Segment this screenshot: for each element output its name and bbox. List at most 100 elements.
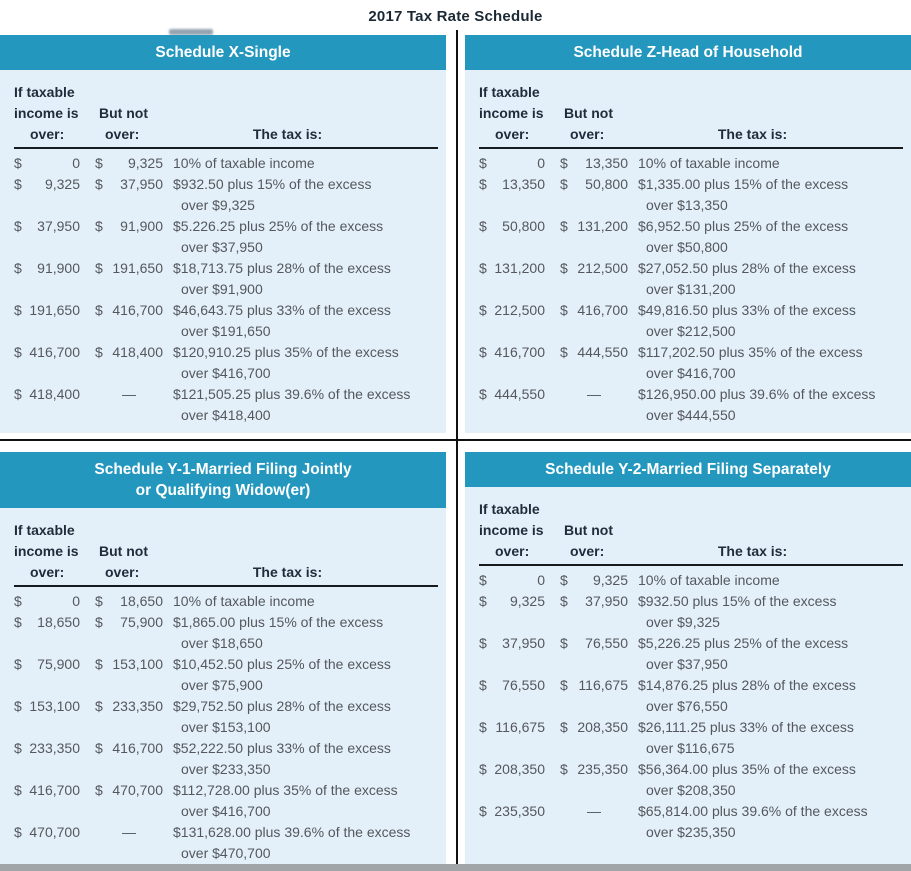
bracket-row: $18,650 $75,900 $1,865.00 plus 15% of the … — [14, 612, 438, 654]
tax-description-line: $46,643.75 plus 33% of the excess — [173, 302, 391, 318]
column-header-line: over: — [105, 126, 140, 142]
amount: 9,325 — [592, 572, 628, 588]
bracket-row: $191,650 $416,700 $46,643.75 plus 33% of t… — [14, 300, 438, 342]
amount: 235,350 — [494, 803, 545, 819]
but-not-over-cell: $116,675 — [560, 675, 628, 717]
tax-description-line: $1,335.00 plus 15% of the excess — [638, 176, 849, 192]
dollar-sign: $ — [560, 677, 568, 693]
tax-description-line: $52,222.50 plus 33% of the excess — [173, 740, 391, 756]
dollar-sign: $ — [479, 803, 487, 819]
dollar-sign: $ — [14, 302, 22, 318]
dollar-sign: $ — [14, 740, 22, 756]
income-over-cell: $50,800 — [479, 216, 545, 258]
amount: 0 — [72, 593, 80, 609]
tax-description-line: $65,814.00 plus 39.6% of the excess — [638, 803, 868, 819]
column-header-line: over: — [30, 564, 65, 580]
column-header-line — [173, 520, 402, 541]
column-header-line: The tax is: — [252, 126, 323, 142]
income-over-cell: $416,700 — [14, 342, 80, 384]
but-not-over-cell: $37,950 — [95, 174, 163, 216]
schedule-title-line: Schedule Y-1-Married Filing Jointly — [94, 461, 352, 478]
bracket-rows: $0 $13,350 10% of taxable income $13,350 $50… — [479, 149, 903, 426]
column-header-the-tax-is: The tax is: — [173, 82, 438, 145]
dollar-sign: $ — [95, 218, 103, 234]
bracket-row: $116,675 $208,350 $26,111.25 plus 33% of t… — [479, 717, 903, 759]
column-header-line: But not — [99, 543, 148, 559]
tax-description-cell: 10% of taxable income — [173, 591, 438, 612]
bracket-row: $233,350 $416,700 $52,222.50 plus 33% of t… — [14, 738, 438, 780]
vertical-divider — [456, 30, 458, 868]
tax-description-cell: $18,713.75 plus 28% of the excess over $9… — [173, 258, 438, 300]
dollar-sign: $ — [14, 155, 22, 171]
column-header-the-tax-is: The tax is: — [173, 520, 438, 583]
amount: 116,675 — [495, 719, 545, 735]
income-over-cell: $18,650 — [14, 612, 80, 654]
dollar-sign: $ — [560, 302, 568, 318]
column-header-line: income is — [479, 522, 544, 538]
amount: 13,350 — [502, 176, 545, 192]
tax-description-line: over $235,350 — [646, 824, 736, 840]
amount: 416,700 — [112, 740, 163, 756]
dollar-sign: $ — [95, 740, 103, 756]
income-over-cell: $418,400 — [14, 384, 80, 426]
amount: 37,950 — [502, 635, 545, 651]
schedule-title: Schedule Y-1-Married Filing Jointly or Qu… — [0, 452, 446, 508]
amount: 444,550 — [577, 344, 628, 360]
amount: 116,675 — [578, 677, 628, 693]
dollar-sign: $ — [479, 218, 487, 234]
dollar-sign: $ — [14, 614, 22, 630]
bracket-row: $13,350 $50,800 $1,335.00 plus 15% of the … — [479, 174, 903, 216]
amount: 37,950 — [585, 593, 628, 609]
column-header-line: over: — [570, 543, 605, 559]
tax-description-line: over $444,550 — [646, 407, 736, 423]
dollar-sign: $ — [95, 302, 103, 318]
column-headers: If taxable income is over: But not over: Th… — [14, 520, 438, 587]
tax-description-line: $6,952.50 plus 25% of the excess — [638, 218, 849, 234]
horizontal-divider — [0, 439, 911, 441]
dollar-sign: $ — [95, 260, 103, 276]
dollar-sign: $ — [95, 344, 103, 360]
tax-description-line: $10,452.50 plus 25% of the excess — [173, 656, 391, 672]
but-not-over-cell: — — [560, 384, 628, 426]
tax-description-line: over $50,800 — [646, 239, 728, 255]
dollar-sign: $ — [95, 656, 103, 672]
tax-description-line: over $91,900 — [181, 281, 263, 297]
amount: 18,650 — [120, 593, 163, 609]
tax-description-line: $18,713.75 plus 28% of the excess — [173, 260, 391, 276]
but-not-over-cell: $416,700 — [95, 300, 163, 342]
amount: 235,350 — [577, 761, 628, 777]
bracket-row: $75,900 $153,100 $10,452.50 plus 25% of th… — [14, 654, 438, 696]
dollar-sign: $ — [14, 344, 22, 360]
tax-description-line: over $212,500 — [646, 323, 736, 339]
amount: 191,650 — [29, 302, 80, 318]
schedule-title-line: Schedule Y-2-Married Filing Separately — [545, 461, 831, 478]
dollar-sign: $ — [560, 572, 568, 588]
tax-description-line: over $416,700 — [181, 803, 271, 819]
but-not-over-cell: $9,325 — [95, 153, 163, 174]
tax-description-cell: $5,226.25 plus 25% of the excess over $37… — [638, 633, 903, 675]
dollar-sign: $ — [95, 698, 103, 714]
bracket-rows: $0 $9,325 10% of taxable income $9,325 $37,9… — [479, 566, 903, 843]
bracket-row: $0 $9,325 10% of taxable income — [479, 570, 903, 591]
income-over-cell: $153,100 — [14, 696, 80, 738]
amount: 131,200 — [577, 218, 628, 234]
tax-description-line: $29,752.50 plus 28% of the excess — [173, 698, 391, 714]
income-over-cell: $131,200 — [479, 258, 545, 300]
tax-description-line: $117,202.50 plus 35% of the excess — [638, 344, 863, 360]
amount: 208,350 — [577, 719, 628, 735]
column-header-line — [173, 82, 402, 103]
tax-description-line: $131,628.00 plus 39.6% of the excess — [173, 824, 411, 840]
bracket-row: $208,350 $235,350 $56,364.00 plus 35% of t… — [479, 759, 903, 801]
tax-description-cell: $117,202.50 plus 35% of the excess over $… — [638, 342, 903, 384]
schedule-title-line: Schedule Z-Head of Household — [573, 44, 803, 61]
dollar-sign: $ — [560, 260, 568, 276]
tax-description-line: $112,728.00 plus 35% of the excess — [173, 782, 398, 798]
but-not-over-cell: $131,200 — [560, 216, 628, 258]
income-over-cell: $0 — [479, 570, 545, 591]
tax-description-line: $120,910.25 plus 35% of the excess — [173, 344, 399, 360]
tax-description-cell: 10% of taxable income — [173, 153, 438, 174]
bracket-row: $131,200 $212,500 $27,052.50 plus 28% of t… — [479, 258, 903, 300]
amount: 76,550 — [585, 635, 628, 651]
column-header-but-not-over: But not over: — [95, 520, 163, 583]
schedule-panel-y1-married-filing-jointly: Schedule Y-1-Married Filing Jointly or Qu… — [0, 452, 446, 864]
